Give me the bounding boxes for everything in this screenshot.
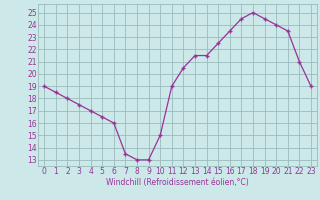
X-axis label: Windchill (Refroidissement éolien,°C): Windchill (Refroidissement éolien,°C) (106, 178, 249, 187)
